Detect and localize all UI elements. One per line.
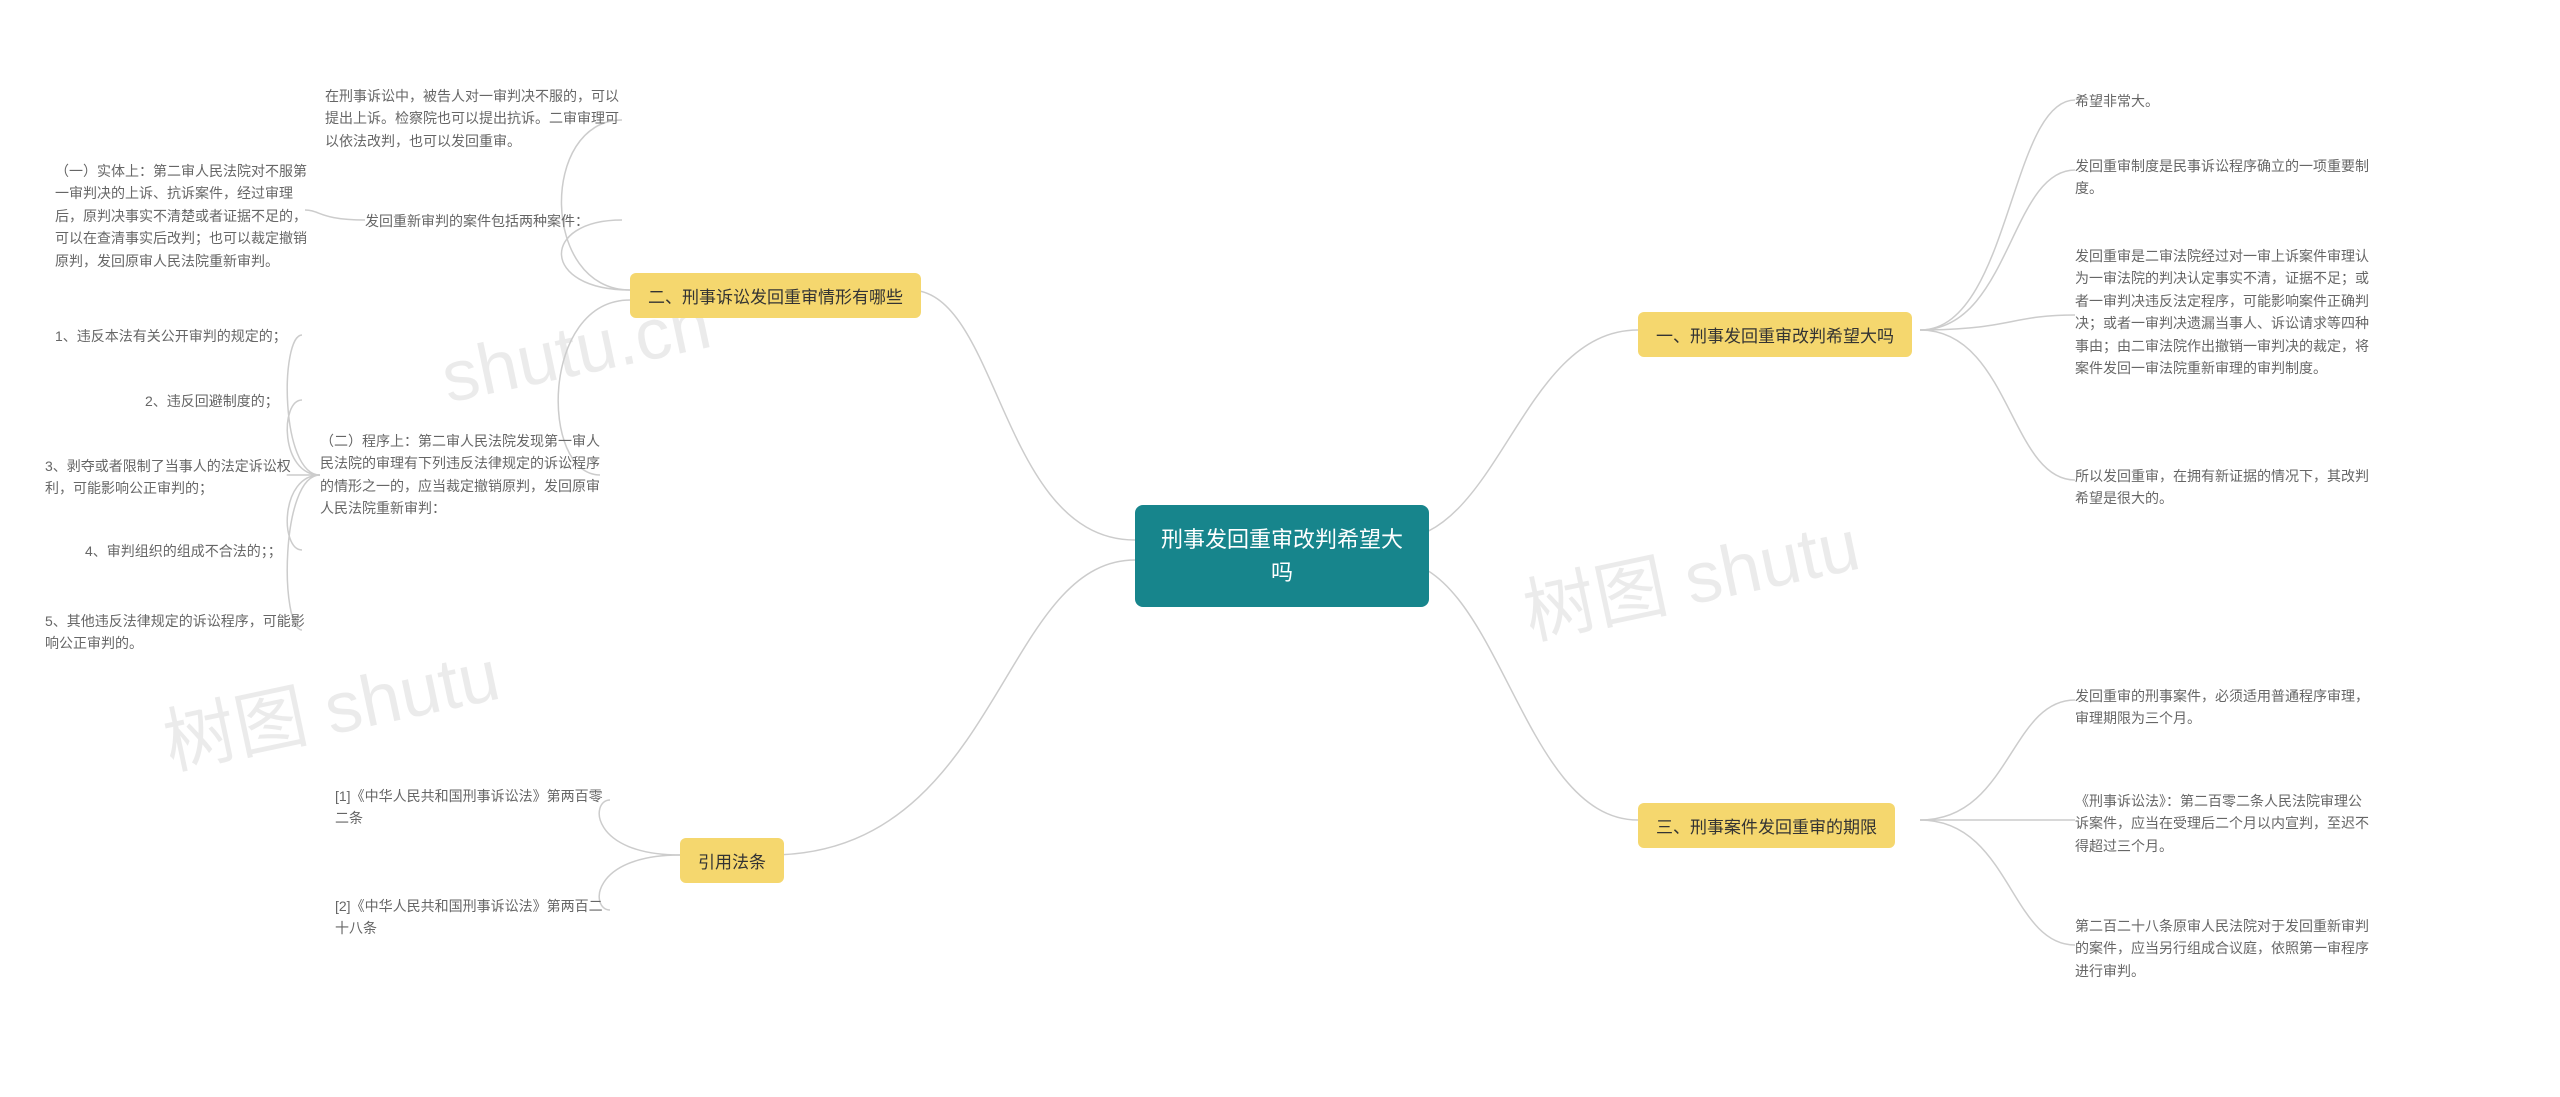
leaf-r1-0: 希望非常大。 bbox=[2075, 90, 2159, 112]
center-title-l2: 吗 bbox=[1271, 560, 1293, 585]
center-title-l1: 刑事发回重审改判希望大 bbox=[1161, 527, 1403, 552]
leaf-l1-sub2-1: 2、违反回避制度的； bbox=[145, 390, 279, 412]
center-node[interactable]: 刑事发回重审改判希望大 吗 bbox=[1135, 505, 1429, 607]
branch-l1[interactable]: 二、刑事诉讼发回重审情形有哪些 bbox=[630, 273, 921, 318]
branch-l2[interactable]: 引用法条 bbox=[680, 838, 784, 883]
leaf-l1-sub2: （二）程序上：第二审人民法院发现第一审人民法院的审理有下列违反法律规定的诉讼程序… bbox=[320, 430, 610, 520]
leaf-r1-1: 发回重审制度是民事诉讼程序确立的一项重要制度。 bbox=[2075, 155, 2375, 200]
leaf-l2-1: [2]《中华人民共和国刑事诉讼法》第两百二十八条 bbox=[335, 895, 615, 940]
leaf-l2-0: [1]《中华人民共和国刑事诉讼法》第两百零二条 bbox=[335, 785, 615, 830]
leaf-r1-3: 所以发回重审，在拥有新证据的情况下，其改判希望是很大的。 bbox=[2075, 465, 2375, 510]
branch-r1[interactable]: 一、刑事发回重审改判希望大吗 bbox=[1638, 312, 1912, 357]
leaf-l1-sub2-2: 3、剥夺或者限制了当事人的法定诉讼权利，可能影响公正审判的； bbox=[45, 455, 305, 500]
branch-r2[interactable]: 三、刑事案件发回重审的期限 bbox=[1638, 803, 1895, 848]
leaf-r2-1: 《刑事诉讼法》：第二百零二条人民法院审理公诉案件，应当在受理后二个月以内宣判，至… bbox=[2075, 790, 2375, 857]
leaf-l1-sub2-0: 1、违反本法有关公开审判的规定的； bbox=[55, 325, 287, 347]
leaf-l1-sub1: （一）实体上：第二审人民法院对不服第一审判决的上诉、抗诉案件，经过审理后，原判决… bbox=[55, 160, 315, 272]
leaf-l1-mid: 发回重新审判的案件包括两种案件： bbox=[365, 210, 589, 232]
leaf-r2-2: 第二百二十八条原审人民法院对于发回重新审判的案件，应当另行组成合议庭，依照第一审… bbox=[2075, 915, 2375, 982]
leaf-l1-intro: 在刑事诉讼中，被告人对一审判决不服的，可以提出上诉。检察院也可以提出抗诉。二审审… bbox=[325, 85, 625, 152]
watermark: 树图 shutu bbox=[1513, 486, 1868, 659]
leaf-r2-0: 发回重审的刑事案件，必须适用普通程序审理，审理期限为三个月。 bbox=[2075, 685, 2375, 730]
leaf-r1-2: 发回重审是二审法院经过对一审上诉案件审理认为一审法院的判决认定事实不清，证据不足… bbox=[2075, 245, 2375, 379]
leaf-l1-sub2-4: 5、其他违反法律规定的诉讼程序，可能影响公正审判的。 bbox=[45, 610, 305, 655]
leaf-l1-sub2-3: 4、审判组织的组成不合法的；； bbox=[85, 540, 282, 562]
